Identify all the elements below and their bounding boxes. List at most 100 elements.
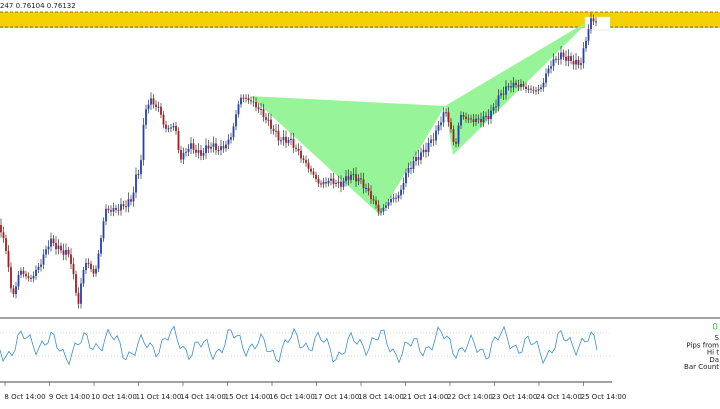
candle-body	[437, 125, 440, 131]
candle-body	[595, 21, 597, 23]
candle-body	[490, 110, 492, 119]
candle-body	[332, 178, 335, 184]
candle-body	[135, 174, 137, 193]
candle-body	[192, 143, 195, 150]
candle-body	[532, 89, 535, 91]
candle-body	[202, 153, 205, 156]
candle-body	[160, 106, 162, 115]
candle-body	[207, 145, 210, 149]
candle-body	[182, 152, 185, 160]
candle-body	[247, 98, 250, 101]
candle-body	[197, 150, 200, 153]
candle-body	[452, 129, 455, 143]
candle-body	[67, 249, 70, 255]
candle-body	[87, 262, 90, 264]
candle-body	[517, 84, 520, 87]
x-axis-label: 15 Oct 14:00	[225, 393, 271, 401]
candle-body	[32, 275, 35, 279]
candle-body	[152, 98, 155, 105]
candle-body	[447, 112, 450, 123]
candle-body	[427, 142, 430, 152]
candle-body	[535, 90, 537, 92]
candle-body	[142, 124, 145, 161]
candle-body	[555, 58, 557, 60]
candle-body	[497, 95, 500, 107]
candle-body	[560, 52, 562, 60]
candle-body	[545, 73, 547, 83]
candle-body	[312, 171, 315, 175]
candle-body	[330, 178, 332, 181]
candle-body	[162, 114, 165, 125]
candle-body	[422, 149, 425, 153]
candle-body	[30, 277, 32, 279]
candle-body	[500, 93, 502, 96]
candle-body	[575, 59, 577, 65]
candle-body	[467, 118, 470, 120]
candle-body	[257, 107, 260, 110]
candle-body	[22, 270, 25, 275]
candle-body	[450, 122, 452, 130]
candle-body	[52, 238, 55, 244]
candle-body	[285, 136, 287, 143]
candle-body	[502, 93, 505, 95]
candle-body	[410, 167, 412, 169]
candle-body	[302, 158, 305, 161]
candle-body	[562, 52, 565, 57]
candle-body	[125, 206, 127, 208]
candle-body	[445, 112, 447, 114]
candle-body	[527, 88, 530, 90]
candle-body	[15, 286, 17, 295]
candle-body	[327, 180, 330, 184]
candle-body	[582, 48, 585, 64]
candle-body	[80, 283, 82, 304]
x-axis-label: 10 Oct 14:00	[91, 393, 137, 401]
candle-body	[60, 245, 62, 251]
candle-body	[217, 150, 220, 152]
candle-body	[512, 82, 515, 88]
x-axis-label: 25 Oct 14:00	[581, 393, 627, 401]
candle-body	[237, 104, 240, 115]
candle-body	[540, 87, 542, 90]
candle-body	[475, 118, 477, 122]
candle-body	[380, 211, 382, 213]
candle-body	[17, 274, 20, 287]
candle-body	[55, 243, 57, 250]
candle-body	[335, 182, 337, 184]
candle-body	[310, 168, 312, 172]
candle-body	[420, 152, 422, 160]
candle-body	[510, 86, 512, 88]
candle-body	[97, 253, 100, 269]
x-axis-label: 14 Oct 14:00	[180, 393, 226, 401]
candle-body	[215, 143, 217, 151]
target-zone	[0, 12, 720, 28]
candle-body	[425, 149, 427, 152]
candle-body	[277, 130, 280, 141]
candle-body	[252, 101, 255, 103]
candle-body	[317, 178, 320, 184]
candle-body	[482, 116, 485, 123]
candle-body	[457, 125, 460, 144]
candle-body	[367, 187, 370, 192]
candle-body	[365, 187, 367, 189]
candle-body	[360, 178, 362, 180]
candle-body	[180, 150, 182, 160]
candle-body	[455, 142, 457, 144]
candle-body	[212, 143, 215, 147]
candle-body	[185, 151, 187, 153]
candle-body	[242, 97, 245, 99]
candle-body	[572, 60, 575, 65]
candle-body	[590, 18, 592, 30]
candle-body	[190, 143, 192, 149]
candle-body	[150, 98, 152, 105]
candle-body	[5, 238, 7, 251]
candle-body	[157, 106, 160, 108]
candle-body	[37, 266, 40, 270]
indicator-label: Pips from	[686, 341, 719, 349]
candle-body	[432, 139, 435, 141]
candle-body	[372, 199, 375, 201]
candle-body	[35, 269, 37, 276]
candle-body	[345, 176, 347, 182]
candle-body	[280, 140, 282, 142]
